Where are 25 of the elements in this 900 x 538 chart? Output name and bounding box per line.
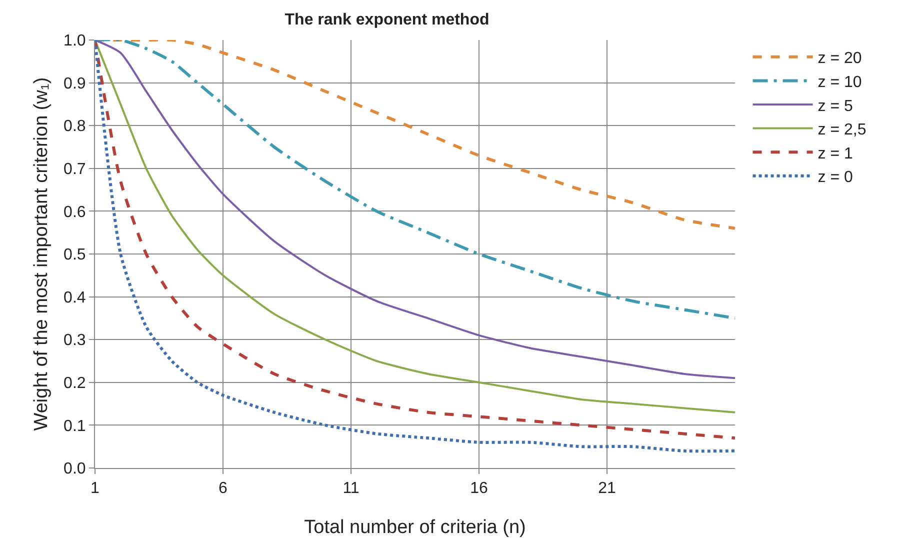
legend-label: z = 10 [818,74,862,91]
y-tick-label: 0.2 [64,375,86,392]
y-tick-label: 0.9 [64,75,86,92]
y-tick-label: 0.8 [64,118,86,136]
x-tick-label: 1 [90,480,100,498]
y-tick-label: 0.3 [64,332,86,350]
y-tick-label: 0.1 [64,418,86,435]
y-axis-title: Weight of the most important criterion (w₁) [31,77,52,431]
y-tick-label: 0.7 [64,161,86,178]
y-tick-label: 1.0 [64,32,86,50]
legend-label: z = 5 [818,98,854,115]
x-tick-label: 21 [598,480,616,498]
x-axis-title: Total number of criteria (n) [304,517,526,538]
y-tick-label: 0.6 [64,204,86,221]
y-tick-label: 0.5 [64,246,86,264]
y-tick-label: 0.0 [64,460,86,478]
x-tick-label: 16 [470,480,488,498]
legend-label: z = 2,5 [818,122,866,139]
legend-label: z = 1 [818,145,854,162]
x-tick-label: 6 [218,480,228,498]
legend-label: z = 0 [818,169,854,186]
legend-label: z = 20 [818,50,862,68]
x-tick-label: 11 [342,480,360,498]
y-tick-label: 0.4 [64,289,86,306]
chart-title: The rank exponent method [284,12,490,29]
